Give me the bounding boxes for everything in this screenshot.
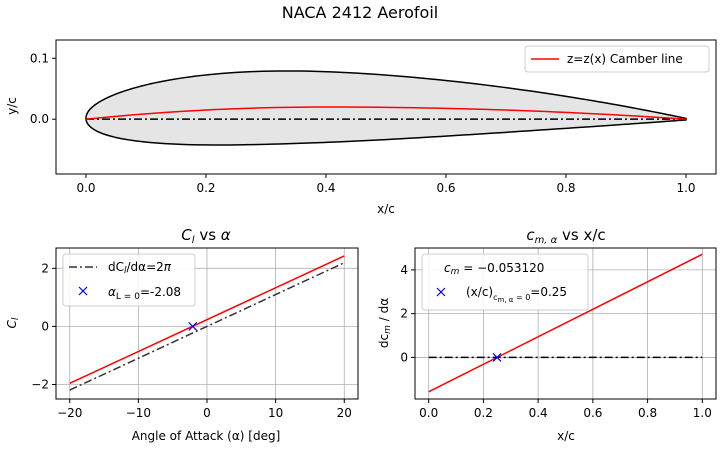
aerofoil-frame — [55, 39, 717, 175]
cl-xtick-label-0: −20 — [57, 406, 82, 420]
cm-axes: 0.0 0.2 0.4 0.6 0.8 1.0 0 2 4 cm, α vs x/c x/c d… — [377, 226, 717, 443]
aerofoil-xtick-label-4: 0.8 — [556, 181, 575, 195]
cl-legend: dCl/dα=2π αL = 0=-2.08 — [62, 253, 196, 307]
cl-title: Cl vs α — [181, 226, 231, 246]
cm-legend-note: cm = −0.053120 — [444, 261, 544, 277]
aerofoil-xtick-label-3: 0.6 — [436, 181, 455, 195]
cm-xtick-label-2: 0.4 — [529, 406, 548, 420]
cm-marker-stroke-b — [492, 352, 502, 362]
cm-legend-marker — [436, 287, 446, 297]
cl-xtick-label-2: 0 — [203, 406, 211, 420]
aerofoil-frame-and-ticks: 0.0 0.2 0.4 0.6 0.8 1.0 0.1 0.0 — [30, 39, 717, 195]
cm-xtick-label-1: 0.2 — [474, 406, 493, 420]
cl-ytick-label-0: −2 — [31, 377, 49, 391]
cl-axes: −20 −10 0 10 20−202 Cl vs α Angle of Attack … — [5, 226, 359, 443]
cm-xtick-label-4: 0.8 — [638, 406, 657, 420]
aerofoil-axes: 0.0 0.2 0.4 0.6 0.8 1.0 0.1 0.0 x/c y/c z=z(x) … — [5, 39, 717, 216]
cl-frame-and-ticks: −20 −10 0 10 20−202 — [31, 247, 359, 420]
cm-marker-2-0 — [492, 352, 502, 362]
aerofoil-legend-label: z=z(x) Camber line — [567, 52, 683, 66]
cl-legend-label-zero-lift: αL = 0=-2.08 — [108, 285, 181, 302]
figure-title: NACA 2412 Aerofoil — [282, 3, 438, 22]
aerofoil-ytick-label-0: 0.1 — [30, 51, 49, 65]
aerofoil-xtick-label-2: 0.4 — [316, 181, 335, 195]
cm-frame — [414, 247, 717, 400]
aerofoil-ytick-label-1: 0.0 — [30, 112, 49, 126]
cm-legend-box — [421, 253, 589, 311]
cm-xtick-label-0: 0.0 — [419, 406, 438, 420]
cl-ytick-label-2: 2 — [41, 261, 49, 275]
aerofoil-legend: z=z(x) Camber line — [524, 45, 710, 73]
cm-frame-and-ticks: 0.0 0.2 0.4 0.6 0.8 1.0 0 2 4 — [400, 247, 717, 420]
cl-marker-2-0 — [188, 321, 198, 331]
aerofoil-xlabel: x/c — [377, 202, 395, 216]
cl-ytick-label-1: 0 — [41, 319, 49, 333]
cl-series-0 — [69, 255, 345, 385]
aerofoil-xtick-label-1: 0.2 — [196, 181, 215, 195]
cm-xtick-label-3: 0.6 — [583, 406, 602, 420]
cm-ytick-label-0: 0 — [400, 350, 408, 364]
cl-xtick-label-3: 10 — [268, 406, 283, 420]
cm-xtick-label-5: 1.0 — [693, 406, 712, 420]
cm-title: cm, α vs x/c — [526, 226, 605, 246]
aerofoil-camber-line — [85, 106, 687, 120]
cm-series-0 — [428, 253, 703, 393]
cl-legend-marker — [78, 286, 88, 296]
cl-legend-label-slope: dCl/dα=2π — [108, 260, 172, 276]
cl-xtick-label-4: 20 — [337, 406, 352, 420]
aerofoil-ylabel: y/c — [5, 97, 19, 115]
cm-ylabel: dcm / dα — [377, 298, 393, 348]
cm-ytick-label-2: 4 — [400, 263, 408, 277]
cm-legend: cm = −0.053120 (x/c)cm, α = 0=0.25 — [421, 253, 589, 311]
cm-xlabel: x/c — [557, 429, 575, 443]
aerofoil-xtick-label-5: 1.0 — [676, 181, 695, 195]
cm-ytick-label-1: 2 — [400, 307, 408, 321]
cl-ylabel: Cl — [5, 317, 21, 328]
cl-marker-stroke-b — [188, 321, 198, 331]
aerofoil-xtick-label-0: 0.0 — [76, 181, 95, 195]
aerofoil-legend-box — [524, 45, 710, 73]
cl-series-1 — [69, 262, 345, 391]
cl-xlabel: Angle of Attack (α) [deg] — [132, 429, 281, 443]
cl-xtick-label-1: −10 — [126, 406, 151, 420]
cl-plot-area: −20 −10 0 10 20−202 — [31, 247, 359, 420]
